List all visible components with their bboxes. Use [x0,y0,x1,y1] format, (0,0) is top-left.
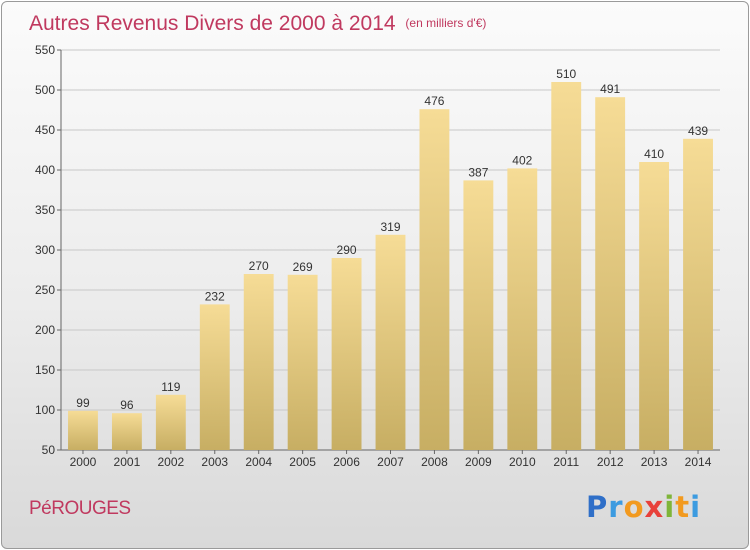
y-tick-label: 350 [35,203,55,217]
y-tick-label: 400 [35,163,55,177]
data-label: 232 [205,289,225,303]
data-label: 439 [688,124,708,138]
x-tick-label: 2014 [685,455,712,469]
bar [287,274,318,450]
proxiti-logo: Proxiti [586,490,701,524]
logo-letter: P [586,490,609,524]
y-tick-label: 300 [35,243,55,257]
logo-letter: i [690,490,702,524]
bar [595,97,626,450]
data-label: 510 [556,67,576,81]
y-tick-label: 50 [42,443,56,457]
x-tick-label: 2007 [377,455,404,469]
x-tick-label: 2006 [333,455,360,469]
logo-letter: o [623,490,645,524]
y-tick-label: 100 [35,403,55,417]
bars [68,82,713,451]
data-label: 491 [600,82,620,96]
x-tick-label: 2000 [70,455,97,469]
y-tick-label: 550 [35,43,55,57]
chart-unit: (en milliers d'€) [405,16,487,30]
bar [68,410,98,450]
y-tick-label: 250 [35,283,55,297]
data-label: 402 [512,153,532,167]
commune-name: PéROUGES [29,498,131,519]
data-label: 319 [380,220,400,234]
bar [419,109,450,450]
bar [507,168,538,450]
data-labels: 99 96 119 232 270 269 290 319 476 387 402 510 491 410… [76,67,708,412]
bar [683,138,713,451]
chart-title: Autres Revenus Divers de 2000 à 2014 (en… [29,12,486,36]
x-tick-label: 2001 [114,455,141,469]
data-label: 476 [424,94,444,108]
y-tick-label: 200 [35,323,55,337]
data-label: 119 [161,380,180,394]
x-tick-label: 2005 [289,455,316,469]
bar [331,258,362,450]
y-tick-label: 450 [35,123,55,137]
x-axis-tick-labels: 2000 2001 2002 2003 2004 2005 2006 2007 2008 2009… [70,455,712,469]
y-tick-label: 150 [35,363,55,377]
data-label: 99 [76,396,90,410]
x-tick-label: 2013 [641,455,668,469]
data-label: 387 [468,165,488,179]
y-tick-label: 500 [35,83,55,97]
chart-title-text: Autres Revenus Divers de 2000 à 2014 [29,12,396,35]
bar [375,234,406,450]
x-tick-label: 2009 [465,455,492,469]
logo-letter: r [608,490,624,524]
x-tick-label: 2011 [553,455,579,469]
data-label: 96 [120,398,134,412]
logo-letter: x [644,490,665,524]
bar [111,413,142,450]
x-tick-label: 2008 [421,455,448,469]
x-tick-label: 2010 [509,455,536,469]
bar [155,394,186,450]
logo-letter: i [664,490,676,524]
y-axis-tick-labels: 50 100 150 200 250 300 350 400 450 500 550 [35,43,55,457]
data-label: 270 [249,259,269,273]
bar [639,162,670,450]
bar [243,274,274,450]
bar [463,180,494,450]
x-tick-label: 2004 [245,455,272,469]
bar [551,82,582,450]
bar [199,304,230,450]
x-tick-label: 2012 [597,455,624,469]
data-label: 290 [337,243,357,257]
data-label: 410 [644,147,664,161]
logo-letter: t [675,490,691,524]
x-tick-label: 2003 [201,455,228,469]
x-tick-label: 2002 [157,455,184,469]
data-label: 269 [293,260,313,274]
